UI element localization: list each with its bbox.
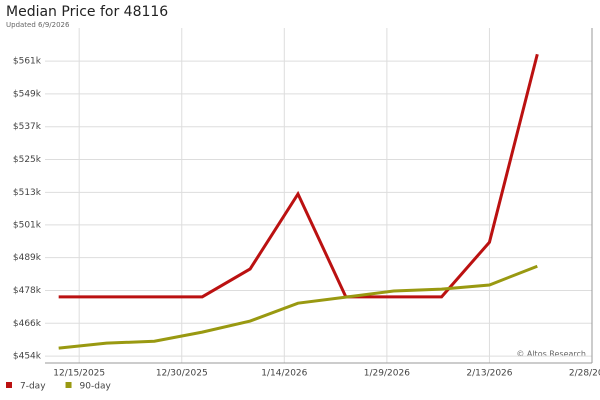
y-tick-label: $561k bbox=[13, 57, 42, 67]
y-tick-label: $466k bbox=[13, 319, 42, 329]
y-tick-label: $501k bbox=[13, 220, 42, 230]
y-tick-label: $489k bbox=[13, 253, 42, 263]
series-line bbox=[58, 53, 539, 299]
y-tick-label: $478k bbox=[13, 286, 42, 296]
x-tick-label: 2/13/2026 bbox=[466, 369, 512, 379]
legend-label: 7-day bbox=[20, 382, 46, 392]
legend-swatch bbox=[6, 382, 12, 388]
y-tick-label: $454k bbox=[13, 352, 42, 362]
y-tick-label: $537k bbox=[13, 122, 42, 132]
chart-title: Median Price for 48116 bbox=[6, 4, 168, 20]
series-line bbox=[58, 264, 538, 350]
legend-swatch bbox=[65, 382, 72, 388]
y-tick-label: $549k bbox=[13, 89, 42, 99]
x-tick-label: 1/14/2026 bbox=[261, 369, 307, 379]
chart-subtitle: Updated 6/9/2026 bbox=[6, 21, 70, 29]
x-tick-label: 12/15/2025 bbox=[53, 369, 105, 379]
x-tick-label: 12/30/2025 bbox=[156, 369, 208, 379]
x-tick-label: 1/29/2026 bbox=[364, 369, 410, 379]
y-tick-label: $513k bbox=[13, 188, 42, 198]
x-tick-label: 2/28/2026 bbox=[569, 369, 600, 379]
y-tick-label: $525k bbox=[13, 155, 42, 165]
legend-label: 90-day bbox=[80, 382, 112, 392]
watermark: © Altos Research bbox=[516, 350, 586, 359]
